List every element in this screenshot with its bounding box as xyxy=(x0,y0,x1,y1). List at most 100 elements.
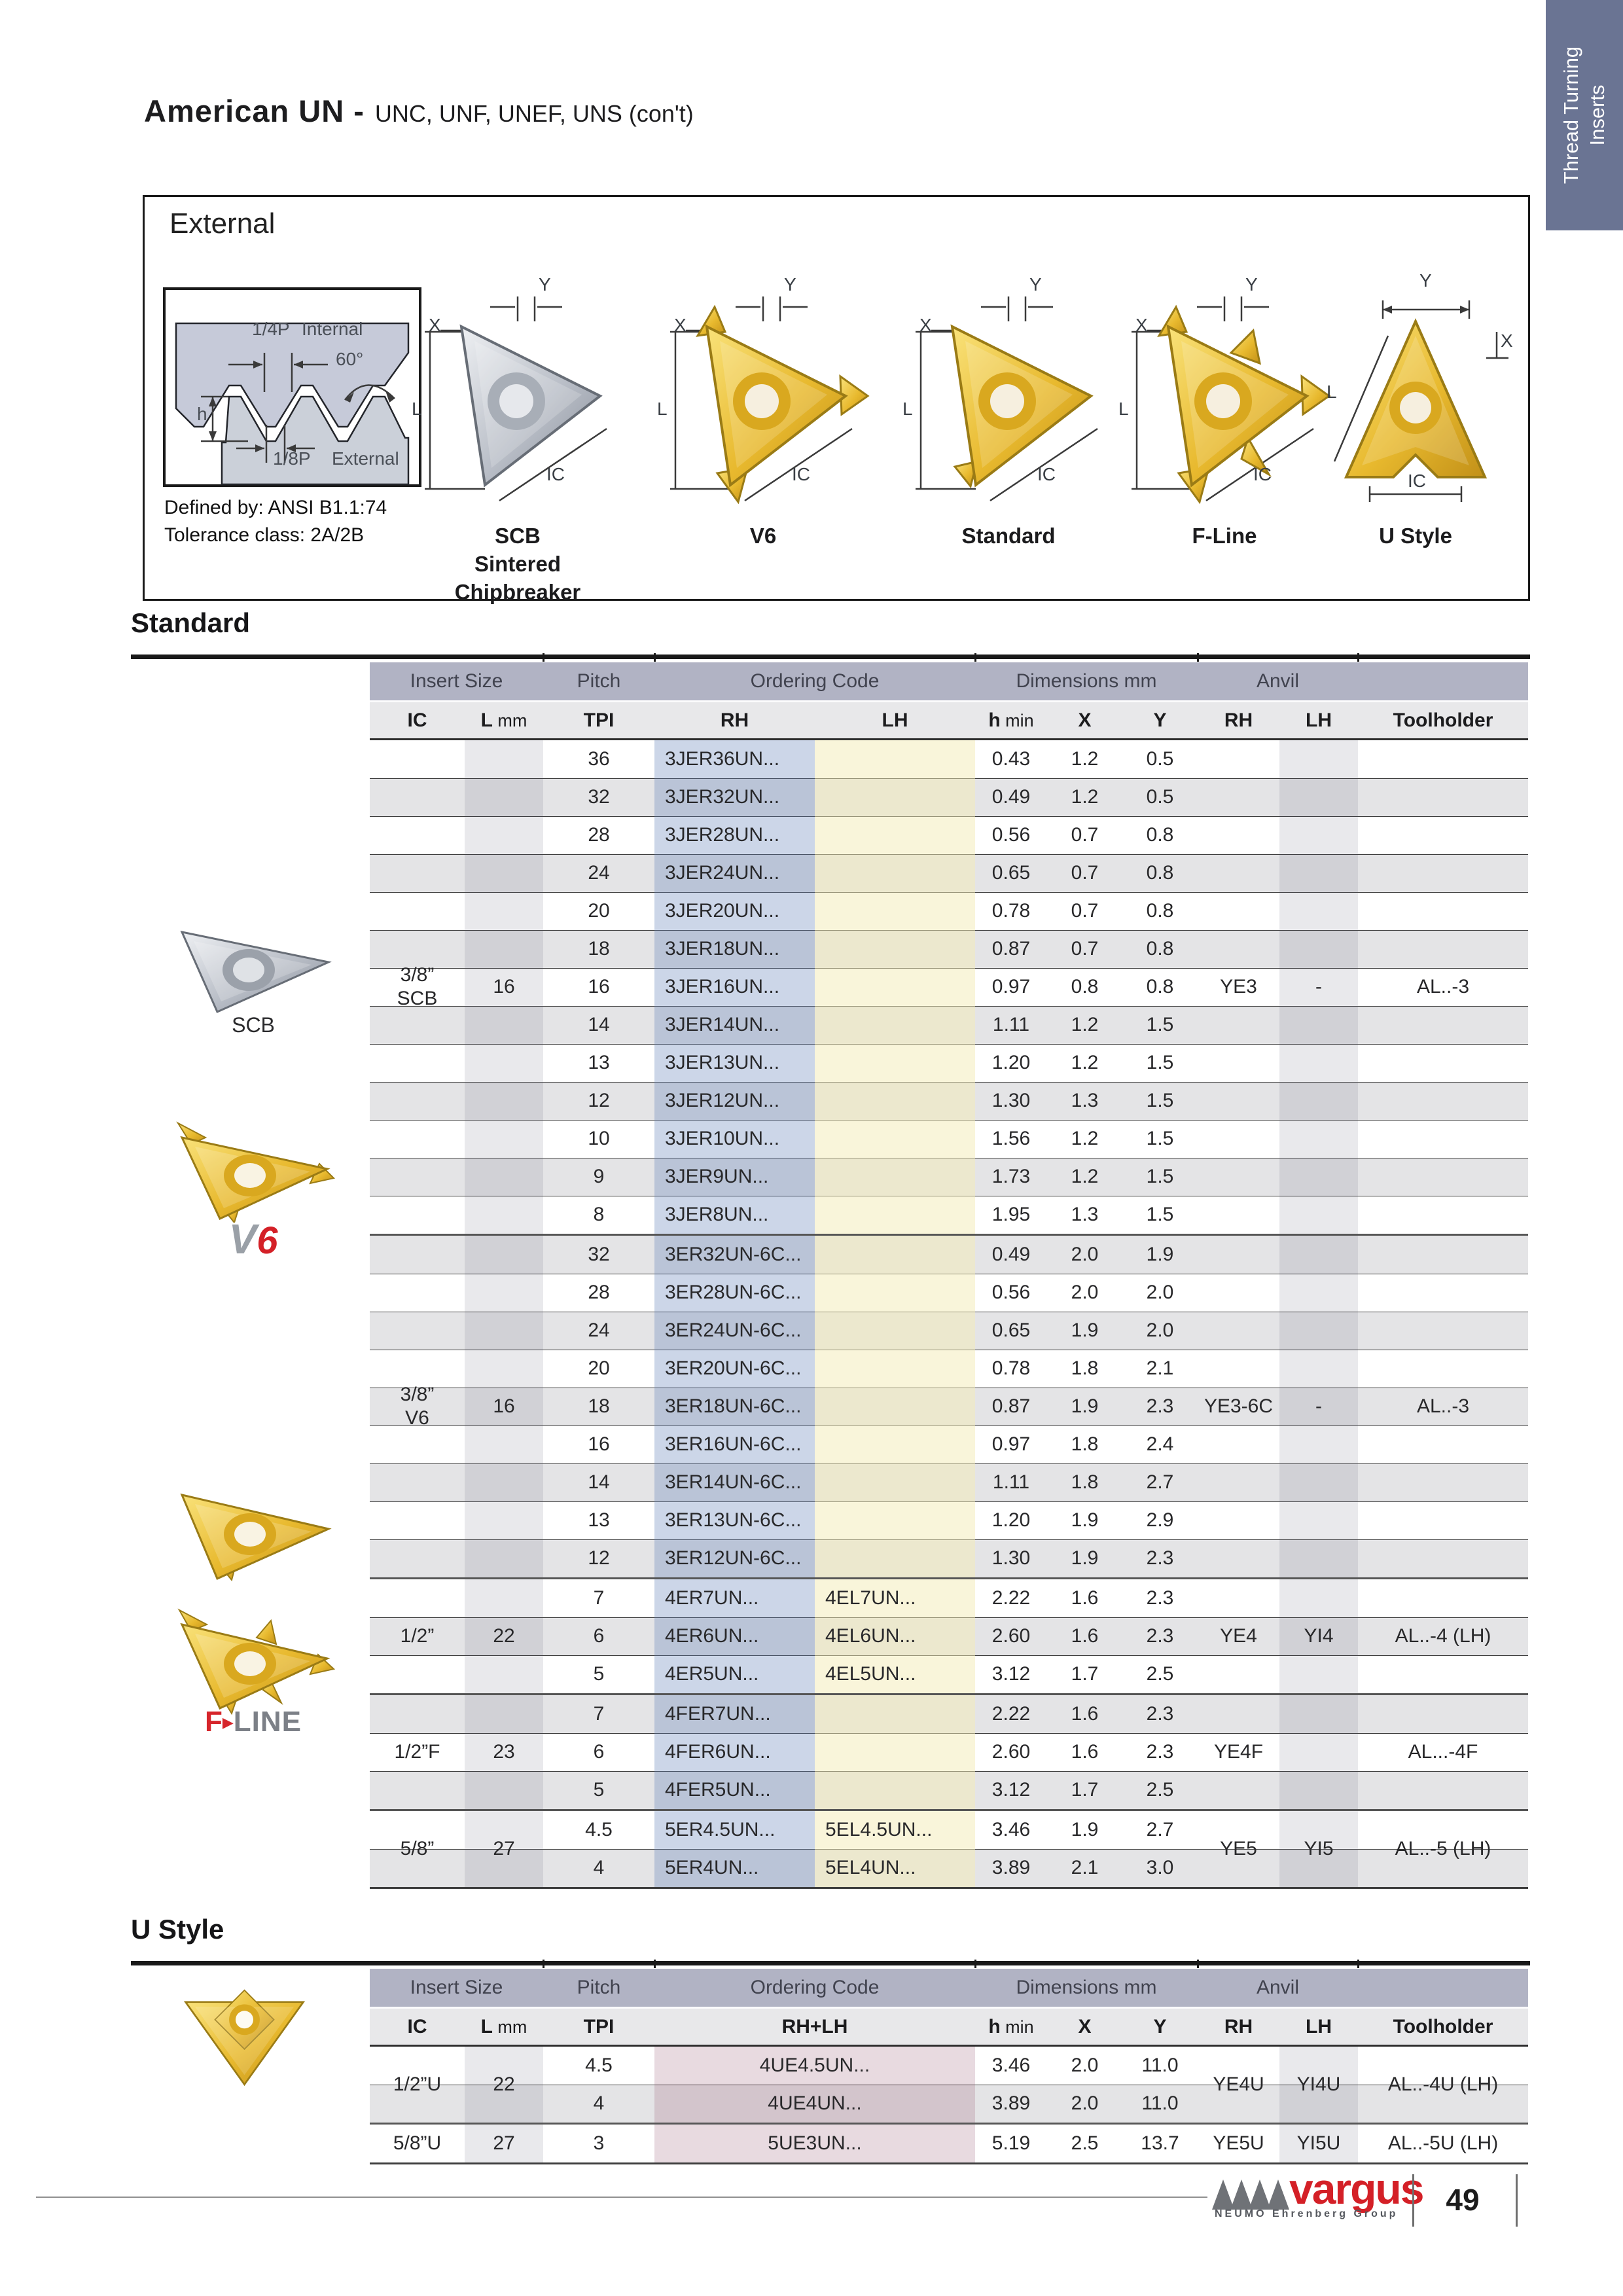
table-cell: 3JER18UN... xyxy=(665,938,780,960)
table-cell: 2.7 xyxy=(1146,1471,1174,1493)
dim-ic-label: IC xyxy=(1037,464,1056,484)
table-cell: 1.2 xyxy=(1071,1014,1099,1035)
column-header-text: TPI xyxy=(583,709,615,731)
column-tint xyxy=(654,1695,815,1809)
table-cell: 1.5 xyxy=(1146,1128,1174,1149)
group-anvil-rh-line: YE5 xyxy=(1220,1838,1257,1859)
header-tick xyxy=(974,1960,976,1968)
table-cell: 1.30 xyxy=(991,1547,1031,1569)
table-cell xyxy=(815,1463,975,1501)
table-cell: 4FER7UN... xyxy=(665,1703,771,1725)
column-header-cell: Toolholder xyxy=(1358,702,1528,738)
group-anvil-rh: YE3 xyxy=(1198,740,1279,1234)
group-anvil-lh xyxy=(1279,1695,1358,1809)
column-tint xyxy=(465,2047,543,2123)
column-header-cell: IC xyxy=(370,2009,465,2045)
table-cell: 2.0 xyxy=(1071,2054,1099,2076)
table-group-header-row: Insert Size Pitch Ordering Code Dimensions … xyxy=(370,1969,1528,2009)
table-cell: 2.0 xyxy=(1071,1282,1099,1303)
table-cell: 4 xyxy=(593,1857,605,1878)
column-header-text: IC xyxy=(407,709,427,731)
dim-x-label: X xyxy=(429,315,441,335)
table-cell: 7 xyxy=(593,1587,605,1609)
column-tint xyxy=(465,1236,543,1577)
table-cell: 32 xyxy=(588,786,610,808)
table-cell: 2.22 xyxy=(991,1703,1031,1725)
table-cell: 1.11 xyxy=(992,1471,1030,1493)
table-cell: 0.78 xyxy=(991,900,1031,922)
dim-ic-label: IC xyxy=(792,464,810,484)
dim-y-label: Y xyxy=(539,274,551,295)
table-cell: 3JER32UN... xyxy=(665,786,780,808)
table-cell: 1.20 xyxy=(991,1052,1031,1073)
column-tint xyxy=(654,1811,815,1887)
table-cell: 0.87 xyxy=(991,1395,1031,1417)
table-cell: 5 xyxy=(593,1663,605,1685)
column-tint xyxy=(815,1811,975,1887)
column-header-cell: Y xyxy=(1122,2009,1198,2045)
column-tint xyxy=(465,1695,543,1809)
table-cell xyxy=(815,1158,975,1196)
table-cell: 5EL4UN... xyxy=(825,1857,916,1878)
group-insert-size: 5/8” xyxy=(370,1811,465,1887)
group-l-mm-line: 27 xyxy=(493,2132,515,2154)
table-cell: 3.46 xyxy=(991,1819,1031,1840)
scb-insert-diagram: Y X L IC SCB Sintered Chipbreaker xyxy=(406,270,629,604)
column-header-cell: TPI xyxy=(543,702,654,738)
table-group: 5/8”U 27 3 5UE3UN... 5.19 2.5 13.7 YE5U YI5U AL..… xyxy=(370,2123,1528,2162)
table-cell: 2.3 xyxy=(1146,1395,1174,1417)
fline-insert-svg xyxy=(1132,296,1331,505)
column-header-text: RH+LH xyxy=(781,2016,848,2037)
column-tint xyxy=(815,1579,975,1693)
ustyle-table: Insert Size Pitch Ordering Code Dimensions … xyxy=(370,1960,1528,2164)
table-cell: 5ER4.5UN... xyxy=(665,1819,776,1840)
dim-x-label: X xyxy=(1135,315,1148,335)
table-group-header-row: Insert Size Pitch Ordering Code Dimensions … xyxy=(370,662,1528,702)
table-cell: 1.7 xyxy=(1071,1779,1099,1801)
table-cell xyxy=(815,1388,975,1426)
column-header-text: X xyxy=(1078,2016,1092,2037)
table-cell: 4.5 xyxy=(585,1819,613,1840)
column-tint xyxy=(1279,1695,1358,1809)
table-cell: 0.8 xyxy=(1071,976,1099,997)
scb-caption: SCB Sintered Chipbreaker xyxy=(406,522,629,606)
external-heading: External xyxy=(169,207,276,240)
external-thread-shape xyxy=(221,395,410,486)
table-cell: 7 xyxy=(593,1703,605,1725)
table-cell: 3ER16UN-6C... xyxy=(665,1433,802,1455)
column-tint xyxy=(465,2125,543,2162)
table-cell: 3JER8UN... xyxy=(665,1204,769,1225)
column-header-text: h xyxy=(988,709,1001,731)
table-cell: 4UE4.5UN... xyxy=(759,2054,870,2076)
row-stripe xyxy=(370,2085,1528,2123)
table-cell xyxy=(815,854,975,892)
table-cell: 3ER20UN-6C... xyxy=(665,1357,802,1379)
table-cell: 3JER28UN... xyxy=(665,824,780,846)
table-cell: 14 xyxy=(588,1014,610,1035)
group-insert-size-line: 1/2”F xyxy=(394,1741,440,1763)
table-cell: 8 xyxy=(593,1204,605,1225)
group-insert-size-line: SCB xyxy=(397,988,438,1009)
table-cell: 2.1 xyxy=(1146,1357,1174,1379)
group-toolholder-line: AL...-4F xyxy=(1408,1741,1478,1763)
figure-caption-line: V6 xyxy=(749,524,777,548)
dim-y-label: Y xyxy=(784,274,796,295)
v6-insert-diagram: Y X L IC V6 xyxy=(652,270,874,598)
group-toolholder-line: AL..-4 (LH) xyxy=(1395,1625,1491,1647)
group-l-mm-line: 16 xyxy=(493,976,515,997)
column-tint xyxy=(654,740,815,1234)
table-cell: 2.5 xyxy=(1146,1779,1174,1801)
group-header-cell: Dimensions mm xyxy=(1016,1977,1157,1998)
column-header-text: LH xyxy=(1306,709,1332,731)
table-cell: 6 xyxy=(593,1741,605,1763)
internal-label: Internal xyxy=(302,319,363,339)
table-cell: 1.56 xyxy=(991,1128,1031,1149)
table-cell: 2.22 xyxy=(991,1587,1031,1609)
column-header-cell: h min xyxy=(975,702,1047,738)
table-cell: 1.2 xyxy=(1071,1166,1099,1187)
group-anvil-lh-line: - xyxy=(1315,1395,1322,1417)
group-anvil-lh: YI5 xyxy=(1279,1811,1358,1887)
table-cell: 4 xyxy=(593,2092,605,2114)
column-header-text: RH xyxy=(1224,709,1253,731)
column-header-text: L xyxy=(480,2016,493,2037)
